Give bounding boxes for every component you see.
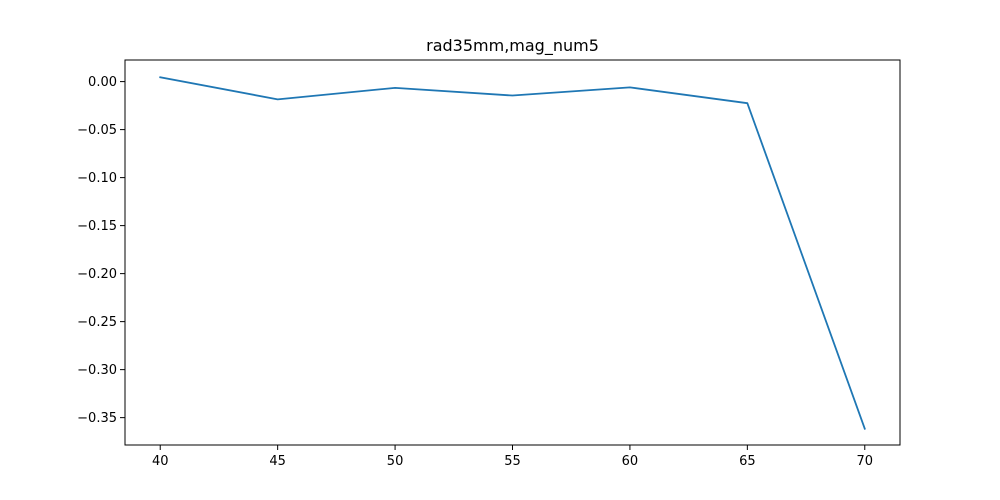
x-tick-label: 50 [387, 454, 404, 469]
y-tick-label: −0.05 [77, 123, 117, 138]
series-line-1 [159, 76, 866, 430]
axes-frame [124, 59, 901, 446]
y-tick-label: −0.30 [77, 363, 117, 378]
y-tick-label: −0.25 [77, 315, 117, 330]
y-tick-label: −0.35 [77, 411, 117, 426]
chart-title: rad35mm,mag_num5 [426, 36, 599, 56]
y-tick-label: 0.00 [88, 75, 117, 90]
y-tick-label: −0.10 [77, 171, 117, 186]
x-tick-label: 55 [504, 454, 521, 469]
x-tick-label: 65 [739, 454, 756, 469]
x-tick-label: 45 [269, 454, 286, 469]
x-tick-label: 60 [622, 454, 639, 469]
plot-area: 40 45 50 55 60 65 70 0.00 −0.05 −0.10 −0.15 −0.20 −0… [77, 75, 873, 469]
y-tick-label: −0.20 [77, 267, 117, 282]
x-tick-label: 40 [152, 454, 169, 469]
y-tick-label: −0.15 [77, 219, 117, 234]
x-tick-label: 70 [856, 454, 873, 469]
